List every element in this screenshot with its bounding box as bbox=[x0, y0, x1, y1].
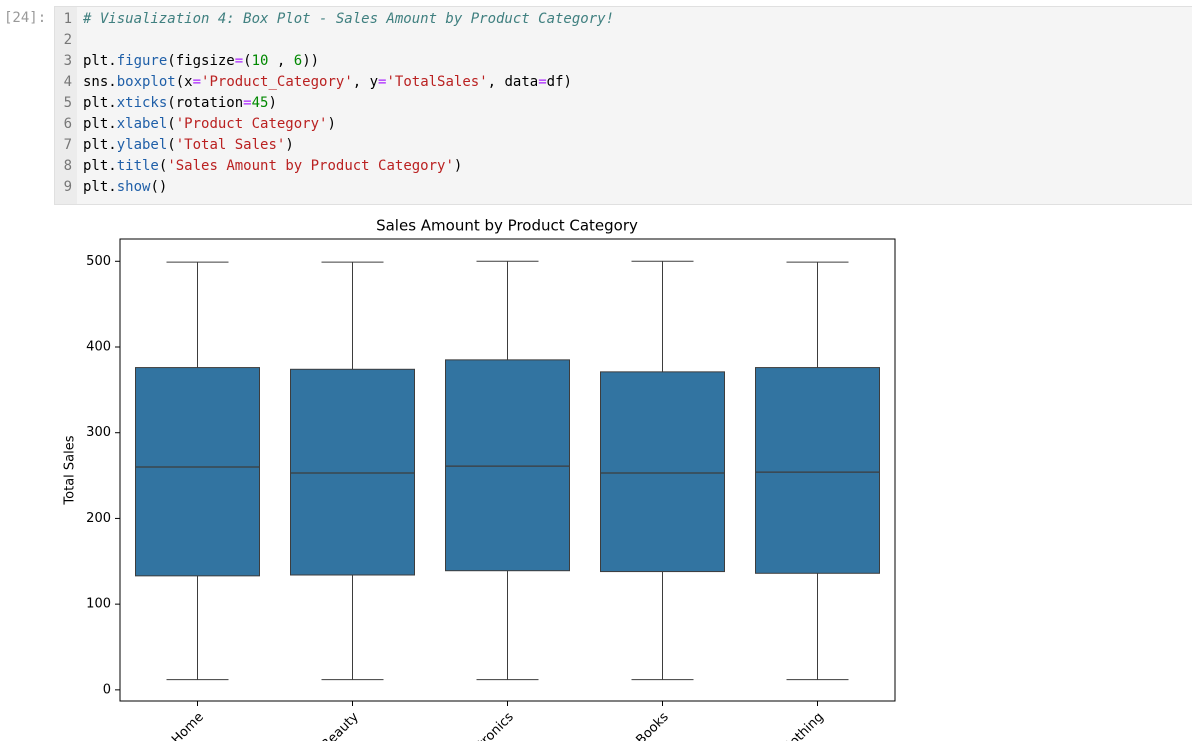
code-token: ylabel bbox=[116, 137, 168, 153]
line-number: 5 bbox=[63, 95, 72, 111]
code-token: ) bbox=[453, 158, 463, 174]
x-tick-label: Clothing bbox=[778, 710, 827, 741]
line-number: 7 bbox=[63, 137, 72, 153]
code-token: , y bbox=[352, 74, 379, 90]
code-line: plt.xlabel('Product Category') bbox=[83, 116, 336, 132]
x-tick-label: Electronics bbox=[456, 710, 517, 741]
y-tick-label: 0 bbox=[103, 682, 111, 697]
cell-prompt: [24]: bbox=[4, 10, 47, 26]
y-tick-label: 100 bbox=[86, 597, 111, 612]
code-token: plt. bbox=[83, 158, 117, 174]
code-token: ) bbox=[268, 95, 277, 111]
code-line: # Visualization 4: Box Plot - Sales Amou… bbox=[83, 11, 614, 27]
line-number: 1 bbox=[63, 11, 72, 27]
code-token: )) bbox=[302, 53, 320, 69]
code-line: plt.xticks(rotation=45) bbox=[83, 95, 277, 111]
gutter bbox=[55, 7, 77, 204]
code-cell[interactable]: 1 # Visualization 4: Box Plot - Sales Amo… bbox=[54, 6, 1192, 205]
code-token: (rotation bbox=[167, 95, 244, 111]
y-tick-label: 500 bbox=[86, 254, 111, 269]
code-token: = bbox=[378, 74, 387, 90]
x-tick-label: Beauty bbox=[319, 709, 362, 741]
code-token: ( bbox=[167, 137, 176, 153]
code-token: , data bbox=[487, 74, 539, 90]
y-tick-label: 400 bbox=[86, 340, 111, 355]
code-token: boxplot bbox=[116, 74, 176, 90]
code-token: xlabel bbox=[116, 116, 168, 132]
box bbox=[755, 367, 880, 574]
x-tick-label: Books bbox=[634, 710, 672, 741]
line-number: 9 bbox=[63, 179, 72, 195]
y-axis-label: Total Sales bbox=[63, 435, 78, 505]
code-token: 'TotalSales' bbox=[386, 74, 488, 90]
code-token: () bbox=[150, 179, 168, 195]
line-number: 2 bbox=[63, 32, 72, 48]
code-token: (figsize bbox=[167, 53, 235, 69]
code-token: 45 bbox=[251, 95, 269, 111]
box bbox=[135, 367, 260, 577]
code-token: ( bbox=[243, 53, 252, 69]
code-token: 10 bbox=[251, 53, 269, 69]
y-tick-label: 200 bbox=[86, 511, 111, 526]
box bbox=[445, 359, 570, 572]
code-token: plt. bbox=[83, 53, 117, 69]
code-token: 'Sales Amount by Product Category' bbox=[167, 158, 454, 174]
code-token: plt. bbox=[83, 137, 117, 153]
line-number: 4 bbox=[63, 74, 72, 90]
code-token: 6 bbox=[293, 53, 303, 69]
code-token: = bbox=[192, 74, 202, 90]
code-token: plt. bbox=[83, 95, 117, 111]
code-line: plt.show() bbox=[83, 179, 167, 195]
code-line: plt.figure(figsize=(10 , 6)) bbox=[83, 53, 319, 69]
code-token: (x bbox=[175, 74, 193, 90]
line-number: 8 bbox=[63, 158, 72, 174]
line-number: 3 bbox=[63, 53, 72, 69]
code-token: = bbox=[538, 74, 547, 90]
code-token: plt. bbox=[83, 179, 117, 195]
y-tick-label: 300 bbox=[86, 425, 111, 440]
code-token: sns. bbox=[83, 74, 117, 90]
x-tick-label: Home bbox=[169, 710, 207, 741]
chart-title: Sales Amount by Product Category bbox=[376, 217, 638, 235]
code-token: xticks bbox=[116, 95, 168, 111]
code-token: # Visualization 4: Box Plot - Sales Amou… bbox=[83, 11, 615, 27]
code-token: figure bbox=[116, 53, 168, 69]
code-token: ( bbox=[167, 116, 176, 132]
code-line: sns.boxplot(x='Product_Category', y='Tot… bbox=[83, 74, 572, 90]
code-token: = bbox=[243, 95, 252, 111]
code-line: plt.title('Sales Amount by Product Categ… bbox=[83, 158, 462, 174]
code-token: 'Total Sales' bbox=[175, 137, 286, 153]
code-token: , bbox=[268, 53, 294, 69]
code-token: ) bbox=[285, 137, 294, 153]
line-number: 6 bbox=[63, 116, 72, 132]
code-token: 'Product Category' bbox=[175, 116, 328, 132]
code-token: title bbox=[116, 158, 159, 174]
box bbox=[290, 368, 415, 576]
code-line: plt.ylabel('Total Sales') bbox=[83, 137, 294, 153]
box bbox=[600, 371, 725, 573]
code-token: = bbox=[234, 53, 244, 69]
code-token: show bbox=[116, 179, 151, 195]
code-token: df) bbox=[546, 74, 572, 90]
code-token: 'Product_Category' bbox=[201, 74, 353, 90]
code-token: plt. bbox=[83, 116, 117, 132]
code-token: ( bbox=[158, 158, 168, 174]
code-token: ) bbox=[327, 116, 336, 132]
